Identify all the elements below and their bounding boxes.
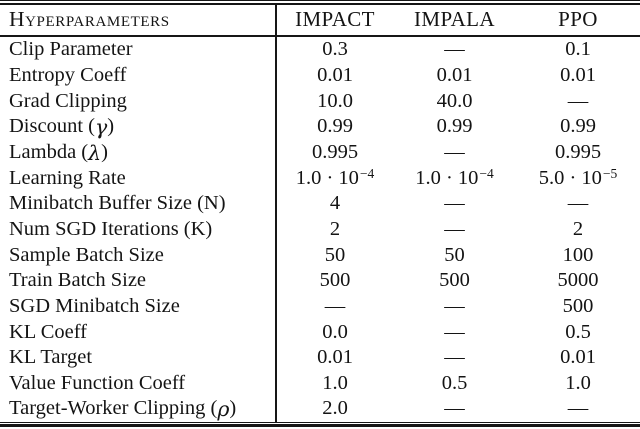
cell-impala: 1.0 · 10−4 [415,165,494,189]
row-label: Discount (γ) [0,114,277,140]
cell-ppo: 0.01 [560,64,596,87]
cell-impact: 0.99 [317,115,353,138]
cell-impact: 50 [324,243,346,266]
cell-ppo: 100 [562,243,594,266]
row-label: Clip Parameter [0,37,277,63]
table-row-kl-coeff: KL Coeff 0.0 — 0.5 [0,319,640,345]
cell-ppo: 5000 [557,269,599,292]
cell-ppo: 0.99 [560,115,596,138]
cell-ppo: 2 [572,217,584,240]
cell-ppo: 500 [562,294,594,317]
row-label: Entropy Coeff [0,62,277,89]
cell-impala: — [444,38,465,61]
cell-impact: 0.995 [311,141,359,164]
table-row-minibatch-buffer-size: Minibatch Buffer Size (N) 4 — — [0,191,640,217]
cell-impala: — [444,397,465,420]
header-hyperparameters: Hyperparameters [0,4,277,35]
header-hyperparameters-label: Hyperparameters [9,7,170,32]
cell-impala: — [444,192,465,215]
top-rule-gap [0,1,640,3]
cell-impact: 2.0 [322,397,348,420]
cell-impala: 0.01 [436,64,473,87]
table-row-sample-batch-size: Sample Batch Size 50 50 100 [0,242,640,268]
cell-impact: 0.3 [322,38,348,61]
table-row-sgd-minibatch-size: SGD Minibatch Size — — 500 [0,293,640,320]
table-row-learning-rate: Learning Rate 1.0 · 10−4 1.0 · 10−4 5.0 … [0,165,640,192]
table-body: Clip Parameter 0.3 — 0.1 Entropy Coeff 0… [0,37,640,422]
table-row-target-worker-clipping: Target-Worker Clipping (ρ) 2.0 — — [0,396,640,422]
cell-impact: 2 [329,217,341,240]
cell-impala: — [444,217,465,240]
table-row-clip-parameter: Clip Parameter 0.3 — 0.1 [0,37,640,63]
bottom-rule-gap [0,422,640,425]
cell-impala: — [444,294,465,317]
cell-impala: 40.0 [436,89,473,112]
row-label: Learning Rate [0,165,277,192]
cell-ppo: — [567,89,589,112]
cell-impact: 500 [319,269,351,292]
cell-ppo: — [567,397,589,420]
cell-impact: 10.0 [317,89,353,112]
cell-impala: 500 [439,269,470,292]
lambda-symbol: λ [88,140,102,165]
column-header-impact: IMPACT [295,7,375,32]
cell-impact: 1.0 · 10−4 [295,165,375,189]
bottom-rule-lower [0,424,640,427]
table-row-lambda: Lambda (λ) 0.995 — 0.995 [0,139,640,166]
cell-impact: 0.01 [317,346,353,369]
column-header-ppo: PPO [558,7,598,32]
row-label: Num SGD Iterations (K) [0,216,277,243]
cell-ppo: 0.995 [554,141,602,164]
row-label: Target-Worker Clipping (ρ) [0,396,277,422]
column-header-impala: IMPALA [414,7,495,32]
row-label: Minibatch Buffer Size (N) [0,191,277,217]
cell-ppo: 0.01 [560,346,596,369]
table-row-train-batch-size: Train Batch Size 500 500 5000 [0,267,640,294]
cell-impact: 4 [329,192,341,215]
bottom-rule-upper [0,421,640,423]
exponent: −5 [602,165,618,181]
cell-impala: — [444,141,465,164]
table-row-grad-clipping: Grad Clipping 10.0 40.0 — [0,88,640,115]
row-label: KL Coeff [0,319,277,345]
cell-impala: — [444,320,465,343]
cell-ppo: — [567,192,589,215]
gamma-symbol: γ [94,114,108,139]
cell-ppo: 0.5 [565,320,591,343]
table-row-discount: Discount (γ) 0.99 0.99 0.99 [0,114,640,140]
table-row-kl-target: KL Target 0.01 — 0.01 [0,344,640,371]
rho-symbol: ρ [217,396,230,421]
cell-impala: 50 [444,243,465,266]
row-label: Sample Batch Size [0,242,277,268]
cell-impact: 1.0 [322,371,348,394]
table-row-num-sgd-iterations: Num SGD Iterations (K) 2 — 2 [0,216,640,243]
table-row-entropy-coeff: Entropy Coeff 0.01 0.01 0.01 [0,62,640,89]
cell-impala: — [444,346,465,369]
exponent: −4 [479,165,494,181]
row-label: SGD Minibatch Size [0,293,277,320]
table-header-row: Hyperparameters IMPACT IMPALA PPO [0,4,640,35]
exponent: −4 [359,165,375,181]
cell-ppo: 1.0 [565,371,591,394]
header-midrule [0,34,640,38]
cell-impala: 0.99 [436,115,473,138]
cell-impact: — [324,294,346,317]
table-row-value-function-coeff: Value Function Coeff 1.0 0.5 1.0 [0,370,640,397]
top-rule-upper [0,0,640,2]
row-label: Value Function Coeff [0,370,277,397]
row-label: KL Target [0,344,277,371]
row-label: Grad Clipping [0,88,277,115]
cell-impact: 0.0 [322,320,348,343]
cell-impact: 0.01 [317,64,353,87]
row-label: Lambda (λ) [0,139,277,166]
row-label: Train Batch Size [0,267,277,294]
top-rule-lower [0,2,640,5]
cell-impala: 0.5 [441,371,468,394]
cell-ppo: 0.1 [565,38,591,61]
cell-ppo: 5.0 · 10−5 [538,165,618,189]
